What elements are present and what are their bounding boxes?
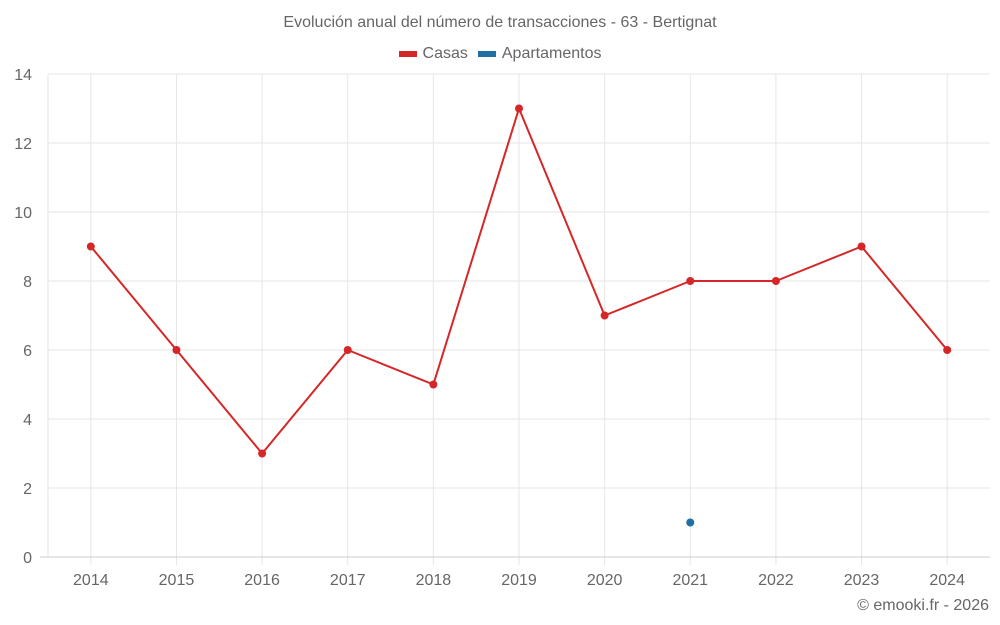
x-tick-label: 2016 — [244, 572, 280, 589]
legend: Casas Apartamentos — [0, 45, 1000, 63]
legend-swatch-casas — [398, 51, 417, 57]
data-point-casas[interactable] — [943, 346, 952, 354]
data-point-apartamentos[interactable] — [686, 518, 695, 527]
legend-label-casas: Casas — [422, 45, 468, 62]
data-point-casas[interactable] — [857, 242, 866, 251]
y-tick-label: 6 — [23, 343, 32, 360]
y-axis-ticks: 0 2 4 6 8 10 12 14 — [14, 67, 32, 567]
x-tick-label: 2018 — [416, 572, 452, 589]
gridlines — [47, 73, 990, 565]
y-tick-label: 14 — [14, 67, 32, 84]
data-point-casas[interactable] — [686, 277, 695, 285]
data-point-casas[interactable] — [86, 242, 95, 251]
x-tick-label: 2023 — [844, 572, 880, 589]
data-point-casas[interactable] — [600, 311, 609, 320]
x-tick-label: 2024 — [929, 572, 965, 589]
x-tick-label: 2022 — [758, 572, 794, 589]
x-tick-label: 2014 — [73, 572, 109, 589]
x-tick-label: 2017 — [330, 572, 366, 589]
y-tick-label: 8 — [23, 274, 32, 291]
data-point-casas[interactable] — [429, 380, 438, 389]
y-tick-label: 4 — [23, 412, 32, 429]
x-tick-label: 2021 — [672, 572, 708, 589]
data-point-casas[interactable] — [172, 346, 181, 354]
chart-title: Evolución anual del número de transaccio… — [283, 14, 717, 31]
data-point-casas[interactable] — [771, 277, 780, 285]
x-axis-ticks: 2014 2015 2016 2017 2018 2019 2020 2021 2022 2023… — [73, 572, 965, 589]
x-tick-label: 2020 — [587, 572, 623, 589]
data-point-casas[interactable] — [515, 104, 523, 113]
x-tick-label: 2019 — [501, 572, 537, 589]
legend-item-casas[interactable]: Casas — [398, 45, 468, 63]
legend-item-apartamentos[interactable]: Apartamentos — [477, 45, 602, 63]
data-point-casas[interactable] — [343, 346, 352, 354]
credit-text: © emooki.fr - 2026 — [857, 597, 989, 614]
data-point-casas[interactable] — [258, 449, 267, 458]
y-tick-label: 2 — [23, 481, 32, 498]
legend-swatch-apartamentos — [477, 51, 496, 57]
series-layer — [86, 104, 952, 527]
y-tick-label: 10 — [14, 205, 32, 222]
x-tick-label: 2015 — [159, 572, 195, 589]
legend-label-apartamentos: Apartamentos — [501, 45, 602, 62]
y-tick-label: 12 — [14, 136, 32, 153]
y-tick-label: 0 — [23, 550, 32, 567]
